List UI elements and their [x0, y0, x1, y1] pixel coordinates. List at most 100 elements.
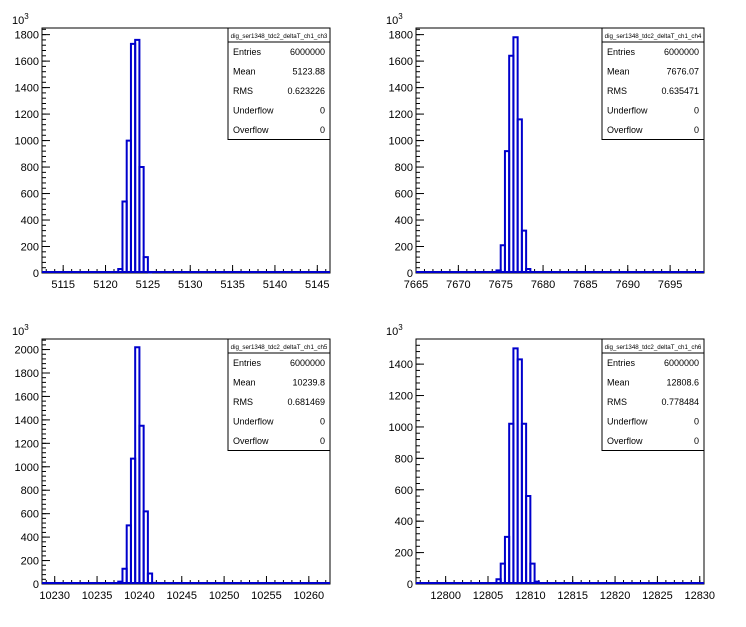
x-tick-label: 10240: [124, 590, 155, 602]
stats-label: Mean: [233, 378, 256, 388]
y-tick-label: 1000: [15, 136, 39, 148]
histogram-panel-2: 103 0 200 400 600 800 1000 1200 1400 1600 1800 7665…: [386, 12, 705, 291]
x-tick-label: 7670: [446, 279, 470, 291]
x-tick-label: 12810: [515, 590, 546, 602]
stats-value: 5123.88: [292, 67, 325, 77]
y-tick-label: 0: [33, 579, 39, 591]
y-tick-label: 0: [33, 268, 39, 280]
stats-value: 0: [320, 436, 325, 446]
x-tick-label: 7675: [488, 279, 512, 291]
stats-value: 0: [320, 125, 325, 135]
x-tick-label: 7665: [404, 279, 428, 291]
stats-label: Overflow: [233, 436, 269, 446]
x-tick-label: 12820: [600, 590, 631, 602]
stats-label: Entries: [607, 358, 636, 368]
histogram-panel-1: 103 0 200 400 600 800 1000 1200 1400 1600 1800 5115…: [12, 12, 331, 291]
y-tick-label: 1600: [389, 56, 413, 68]
stats-label: Overflow: [233, 125, 269, 135]
stats-value: 0.778484: [661, 397, 699, 407]
y-tick-label: 1800: [15, 368, 39, 380]
y-tick-label: 0: [407, 268, 413, 280]
y-tick-label: 1200: [389, 109, 413, 121]
stats-value: 0.681469: [287, 397, 325, 407]
histogram-bin: [138, 424, 145, 584]
x-tick-label: 12805: [473, 590, 504, 602]
y-tick-label: 800: [395, 162, 413, 174]
y-axis-exponent: 103: [386, 12, 403, 27]
stats-box: [601, 27, 705, 140]
stats-label: Underflow: [233, 106, 274, 116]
histogram-bin: [138, 166, 145, 273]
stats-box-title: dig_ser1348_tdc2_deltaT_ch1_ch6: [605, 344, 702, 351]
y-tick-label: 1800: [15, 30, 39, 42]
y-tick-label: 200: [395, 548, 413, 560]
x-tick-label: 12815: [557, 590, 588, 602]
stats-value: 0.623226: [287, 86, 325, 96]
stats-label: Entries: [233, 358, 262, 368]
histogram-panel-4: 103 0 200 400 600 800 1000 1200 1400 12800 12805 12…: [386, 323, 715, 602]
y-axis-exponent: 103: [12, 323, 29, 338]
x-tick-label: 7680: [531, 279, 555, 291]
stats-box-title: dig_ser1348_tdc2_deltaT_ch1_ch4: [605, 33, 702, 40]
stats-label: Mean: [607, 378, 630, 388]
y-tick-label: 600: [395, 189, 413, 201]
stats-value: 0: [320, 106, 325, 116]
stats-box: [601, 338, 705, 451]
y-tick-label: 800: [395, 453, 413, 465]
stats-value: 0: [694, 436, 699, 446]
y-axis-exponent-power: 3: [24, 12, 29, 21]
y-tick-label: 0: [407, 579, 413, 591]
stats-value: 6000000: [290, 47, 325, 57]
y-tick-label: 400: [21, 532, 39, 544]
histogram-bin: [142, 256, 149, 273]
stats-label: Overflow: [607, 436, 643, 446]
histogram-bin: [516, 118, 523, 273]
y-axis-exponent-power: 3: [398, 12, 403, 21]
stats-box-title: dig_ser1348_tdc2_deltaT_ch1_ch3: [231, 33, 328, 40]
stats-value: 0: [694, 417, 699, 427]
x-tick-label: 5120: [93, 279, 117, 291]
x-tick-label: 5140: [263, 279, 287, 291]
stats-value: 0.635471: [661, 86, 699, 96]
y-tick-label: 1600: [15, 391, 39, 403]
stats-label: Mean: [233, 67, 256, 77]
stats-label: Mean: [607, 67, 630, 77]
x-tick-label: 10260: [294, 590, 325, 602]
stats-label: Overflow: [607, 125, 643, 135]
x-tick-label: 5145: [305, 279, 329, 291]
y-axis-exponent: 103: [12, 12, 29, 27]
y-tick-label: 1400: [389, 83, 413, 95]
stats-box: [227, 27, 331, 140]
y-tick-label: 1400: [15, 415, 39, 427]
x-tick-label: 5115: [51, 279, 75, 291]
stats-value: 7676.07: [666, 67, 699, 77]
x-tick-label: 5125: [136, 279, 160, 291]
y-tick-label: 1800: [389, 30, 413, 42]
x-tick-label: 10250: [209, 590, 240, 602]
y-tick-label: 800: [21, 162, 39, 174]
stats-label: RMS: [607, 397, 627, 407]
stats-value: 12808.6: [666, 378, 699, 388]
y-tick-label: 600: [21, 189, 39, 201]
y-tick-label: 1000: [389, 136, 413, 148]
x-tick-label: 10255: [251, 590, 282, 602]
stats-box-title: dig_ser1348_tdc2_deltaT_ch1_ch5: [231, 344, 328, 351]
y-tick-label: 1200: [15, 438, 39, 450]
stats-label: Entries: [233, 47, 262, 57]
y-axis-exponent-power: 3: [24, 323, 29, 332]
y-tick-label: 400: [21, 215, 39, 227]
stats-label: Underflow: [607, 417, 648, 427]
y-tick-label: 1600: [15, 56, 39, 68]
y-tick-label: 200: [395, 242, 413, 254]
stats-value: 0: [320, 417, 325, 427]
y-tick-label: 200: [21, 242, 39, 254]
y-tick-label: 600: [395, 485, 413, 497]
y-tick-label: 1000: [15, 462, 39, 474]
y-tick-label: 400: [395, 215, 413, 227]
stats-value: 0: [694, 125, 699, 135]
x-tick-label: 7690: [616, 279, 640, 291]
y-tick-label: 400: [395, 516, 413, 528]
y-tick-label: 1200: [389, 391, 413, 403]
